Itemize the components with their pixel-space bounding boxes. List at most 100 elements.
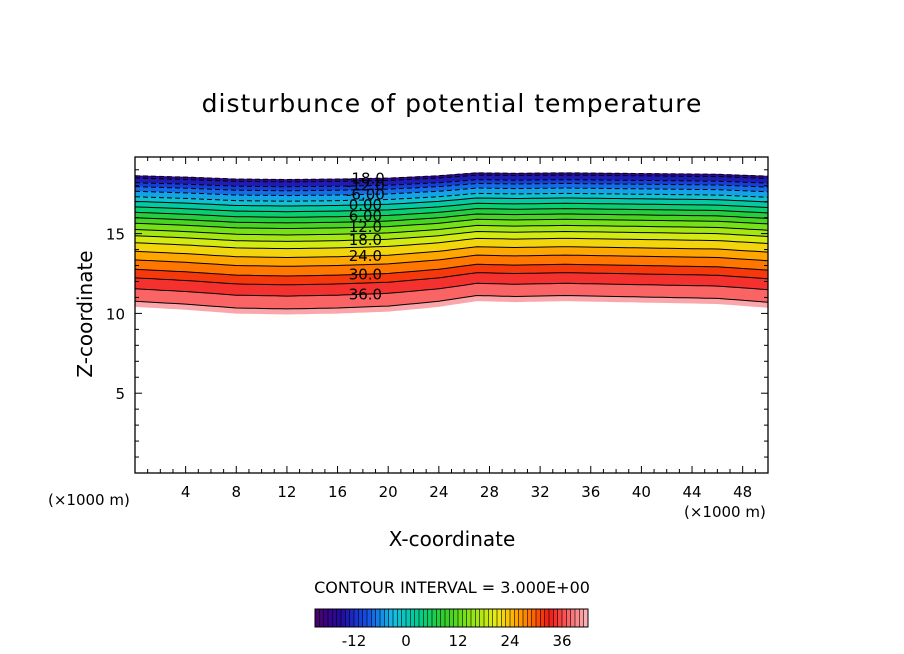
colorbar-cell (432, 609, 437, 627)
contour-label: 6.00 (349, 207, 382, 225)
contour-fill-bands (134, 172, 769, 315)
x-axis-label: X-coordinate (389, 527, 516, 551)
colorbar-cell (345, 609, 350, 627)
x-tick-label: 28 (480, 483, 499, 501)
colorbar-cell (371, 609, 376, 627)
contour-line (134, 263, 769, 277)
x-tick-label: 48 (733, 483, 752, 501)
colorbar-cell (514, 609, 519, 627)
contour-band (135, 295, 768, 315)
contour-line (134, 192, 769, 202)
colorbar-cell (527, 609, 532, 627)
x-tick-label: 4 (181, 483, 191, 501)
colorbar-cell (336, 609, 342, 627)
colorbar-cell (462, 609, 467, 627)
contour-line (134, 187, 769, 197)
colorbar-cell (518, 609, 524, 627)
contour-line (134, 246, 769, 259)
colorbar-cell (553, 609, 558, 627)
colorbar-cell (505, 609, 511, 627)
contour-line (134, 182, 769, 192)
colorbar-cell (549, 609, 554, 627)
x-tick-label: 20 (379, 483, 398, 501)
colorbar-cell (562, 609, 567, 627)
contour-label: 24.0 (349, 247, 382, 265)
contour-line (134, 179, 769, 188)
colorbar-cell (354, 609, 359, 627)
colorbar-cell (479, 609, 485, 627)
contour-line (134, 237, 769, 250)
x-unit-left: (×1000 m) (48, 491, 130, 509)
colorbar: -12 0 12 24 36 (314, 608, 589, 650)
colorbar-cell (406, 609, 411, 627)
x-tick-label: 40 (632, 483, 651, 501)
contour-line (134, 224, 769, 236)
x-tick-label: 8 (232, 483, 242, 501)
y-axis-label: Z-coordinate (73, 250, 97, 377)
colorbar-cell (540, 609, 545, 627)
colorbar-cell (536, 609, 541, 627)
colorbar-cell (323, 609, 329, 627)
colorbar-cell (475, 609, 480, 627)
colorbar-cell (427, 609, 433, 627)
contour-label: -12.0 (346, 177, 385, 195)
contour-label: -6.00 (346, 186, 385, 204)
colorbar-cell (453, 609, 459, 627)
colorbar-cell (523, 609, 528, 627)
colorbar-cell (566, 609, 571, 627)
colorbar-cell (397, 609, 402, 627)
contour-line (134, 294, 769, 310)
colorbar-cell (384, 609, 389, 627)
colorbar-cell (401, 609, 407, 627)
colorbar-cell (315, 609, 320, 627)
colorbar-cell (440, 609, 446, 627)
contour-line (134, 174, 769, 183)
colorbar-cell (445, 609, 450, 627)
colorbar-tick-label: -12 (342, 632, 367, 650)
colorbar-cell (510, 609, 515, 627)
colorbar-cell (328, 609, 333, 627)
contour-label: -18.0 (346, 170, 385, 188)
x-tick-label: 16 (328, 483, 347, 501)
colorbar-cell (367, 609, 372, 627)
colorbar-cell (349, 609, 355, 627)
contour-label: 18.0 (349, 231, 382, 249)
colorbar-cell (557, 609, 563, 627)
colorbar-cell (362, 609, 368, 627)
x-tick-label: 44 (682, 483, 701, 501)
colorbar-cell (466, 609, 472, 627)
colorbar-tick-label: 24 (500, 632, 519, 650)
colorbar-cell (531, 609, 537, 627)
contour-line (134, 202, 769, 213)
x-tick-label: 12 (277, 483, 296, 501)
x-unit-right: (×1000 m) (684, 503, 766, 521)
colorbar-cell (393, 609, 398, 627)
colorbar-cell (458, 609, 463, 627)
contour-lines (134, 172, 769, 310)
colorbar-cell (484, 609, 489, 627)
colorbar-cell (332, 609, 337, 627)
y-tick-label: 15 (106, 226, 125, 244)
colorbar-cell (341, 609, 346, 627)
colorbar-cell (544, 609, 550, 627)
colorbar-cell (319, 609, 324, 627)
chart-title: disturbunce of potential temperature (202, 89, 703, 118)
colorbar-cell (375, 609, 381, 627)
colorbar-cell (380, 609, 385, 627)
y-tick-label: 10 (106, 305, 125, 323)
colorbar-cell (579, 609, 584, 627)
colorbar-cell (497, 609, 502, 627)
colorbar-cell (575, 609, 580, 627)
colorbar-cell (492, 609, 498, 627)
colorbar-tick-label: 36 (552, 632, 571, 650)
contour-line (134, 218, 769, 229)
colorbar-cell (410, 609, 415, 627)
colorbar-cell (583, 609, 589, 627)
contour-label: 30.0 (349, 265, 382, 283)
y-tick-label: 5 (115, 385, 125, 403)
contour-line (134, 197, 769, 207)
contour-line (134, 230, 769, 242)
